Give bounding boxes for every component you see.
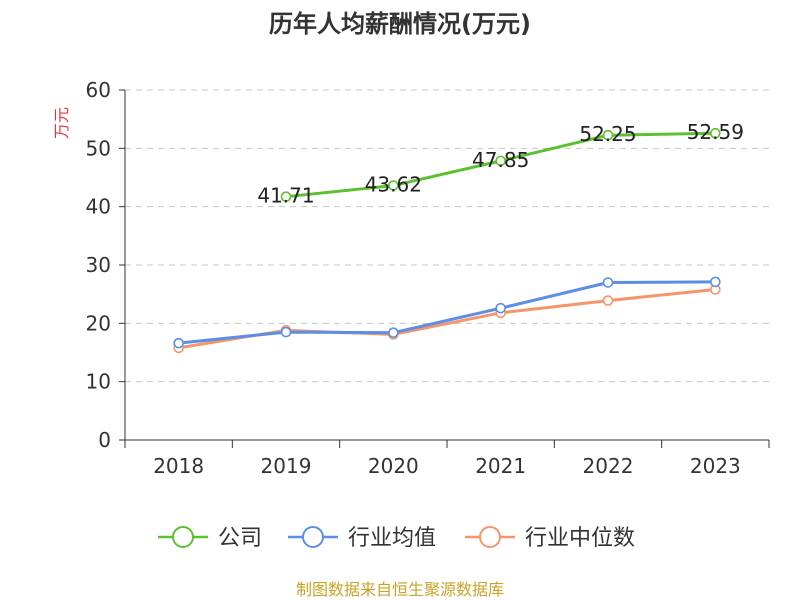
legend-label-0: 公司 [218, 526, 262, 551]
data-point-0-2021[interactable] [495, 155, 506, 167]
axes: 0 10 20 30 40 50 60 2018 2019 2020 2021 2022 2023 [86, 78, 770, 478]
y-tick-label: 50 [86, 136, 111, 160]
series-0 [280, 127, 721, 202]
y-axis-label: 万元 [52, 107, 71, 139]
data-label-0-2022: 52.25 [579, 122, 636, 146]
y-tick-label: 20 [86, 311, 111, 335]
x-tick-label-2020: 2020 [368, 454, 419, 478]
y-tick-label: 10 [86, 370, 111, 394]
data-point-2-2022[interactable] [602, 295, 614, 306]
y-tick-label: 30 [86, 253, 111, 277]
source-note: 制图数据来自恒生聚源数据库 [296, 580, 504, 599]
legend-marker-2 [479, 526, 501, 548]
data-label-0-2021: 47.85 [472, 148, 529, 172]
y-tick-label: 40 [86, 195, 111, 219]
legend[interactable]: 公司 行业均值 行业中位数 [158, 526, 635, 551]
x-tick-label-2019: 2019 [261, 454, 312, 478]
legend-marker-0 [172, 526, 194, 548]
series-line-2 [177, 288, 717, 350]
x-tick-label-2023: 2023 [690, 454, 741, 478]
data-point-1-2023[interactable] [710, 276, 721, 288]
y-tick-label: 60 [86, 78, 111, 102]
chart-title: 历年人均薪酬情况(万元) [269, 10, 531, 38]
data-point-1-2020[interactable] [388, 327, 399, 338]
series-2 [173, 284, 721, 354]
legend-item-0[interactable]: 公司 [158, 526, 262, 551]
data-point-1-2021[interactable] [495, 302, 506, 314]
data-point-1-2022[interactable] [602, 277, 614, 288]
x-tick-label-2018: 2018 [153, 454, 204, 478]
data-point-0-2023[interactable] [710, 127, 721, 139]
data-label-0-2023: 52.59 [687, 120, 744, 144]
data-point-1-2018[interactable] [173, 337, 184, 349]
legend-label-2: 行业中位数 [525, 526, 635, 551]
data-label-0-2020: 43.62 [365, 173, 422, 197]
data-label-0-2019: 41.71 [257, 184, 314, 208]
x-tick-label-2022: 2022 [583, 454, 634, 478]
data-point-1-2019[interactable] [280, 326, 292, 338]
legend-item-1[interactable]: 行业均值 [288, 526, 436, 551]
legend-item-2[interactable]: 行业中位数 [465, 526, 635, 551]
series-lines [173, 127, 721, 354]
data-labels: 41.71 43.62 47.85 52.25 52.59 [257, 120, 744, 207]
x-tick-label-2021: 2021 [475, 454, 526, 478]
series-line-1 [177, 280, 717, 345]
y-tick-label: 0 [98, 428, 111, 452]
data-point-0-2022[interactable] [602, 129, 614, 141]
data-point-0-2020[interactable] [388, 180, 399, 191]
data-point-0-2019[interactable] [280, 191, 292, 202]
legend-label-1: 行业均值 [348, 526, 436, 551]
legend-marker-1 [302, 526, 324, 548]
series-1 [173, 276, 721, 349]
